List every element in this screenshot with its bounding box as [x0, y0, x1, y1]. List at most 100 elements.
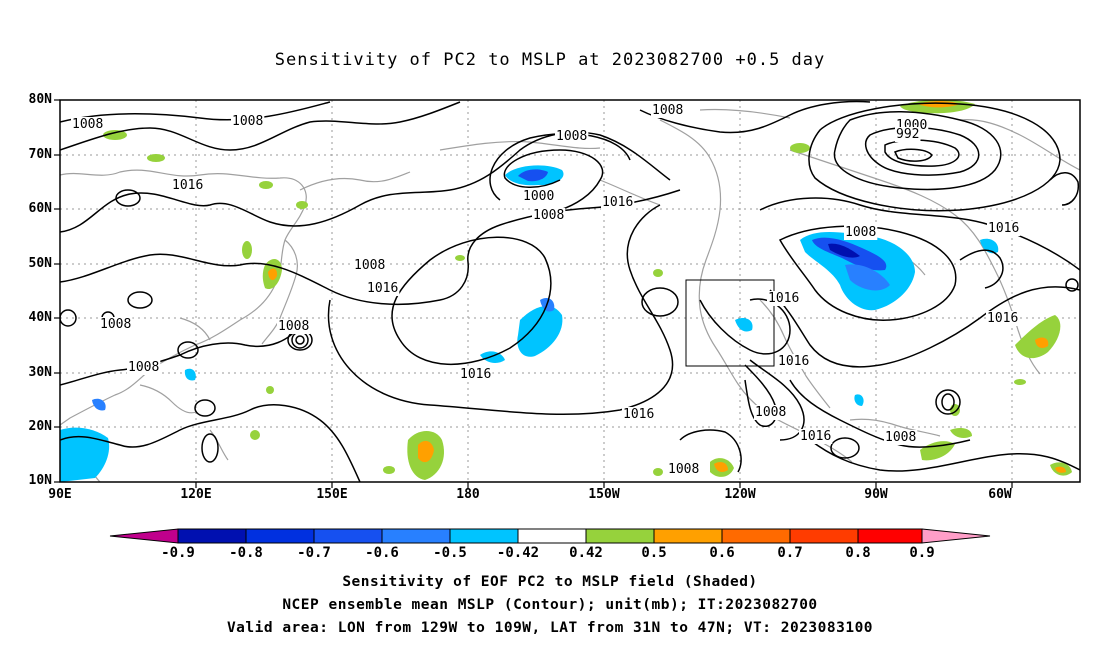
- lon-label: 60W: [988, 487, 1012, 502]
- colorbar-label: -0.42: [496, 545, 540, 561]
- lat-label: 50N: [28, 256, 52, 271]
- contour-label-background: [987, 221, 1021, 236]
- colorbar-swatch: [721, 528, 791, 544]
- colorbar-label: 0.8: [845, 545, 871, 561]
- lon-label: 120W: [724, 487, 756, 502]
- shade-negative: [735, 318, 753, 332]
- chart-title: Sensitivity of PC2 to MSLP at 2023082700…: [274, 50, 826, 70]
- colorbar-label: 0.5: [641, 545, 667, 561]
- colorbar-label: 0.7: [777, 545, 803, 561]
- contour-label-background: [127, 360, 161, 375]
- contour-label: 1008: [100, 317, 131, 332]
- shade-positive: [418, 440, 434, 463]
- contour-label-background: [601, 195, 635, 210]
- contour-label-background: [277, 319, 311, 334]
- contour-label: 1016: [367, 281, 398, 296]
- colorbar-swatch: [381, 528, 451, 544]
- shade-positive: [250, 430, 260, 440]
- contour-label-background: [231, 114, 265, 129]
- lat-label: 10N: [28, 473, 52, 488]
- shade-positive: [1014, 379, 1026, 385]
- lon-label: 120E: [180, 487, 212, 502]
- shade-positive: [242, 241, 252, 259]
- colorbar-label: 0.42: [569, 545, 603, 561]
- contour-label-background: [555, 129, 589, 144]
- contour-label: 1008: [755, 405, 786, 420]
- shade-positive: [653, 468, 663, 476]
- colorbar-swatch: [857, 528, 923, 544]
- contour-label: 1016: [602, 195, 633, 210]
- lat-label: 20N: [28, 419, 52, 434]
- contour-label-background: [667, 462, 701, 477]
- map-frame: [59, 99, 1081, 483]
- contour-label-background: [99, 317, 133, 332]
- colorbar-swatch: [449, 528, 519, 544]
- contour-label: 1016: [778, 354, 809, 369]
- contour-label: 1016: [623, 407, 654, 422]
- shade-positive: [296, 201, 308, 209]
- contour-label-background: [986, 311, 1020, 326]
- colorbar-swatch: [789, 528, 859, 544]
- contour-label-background: [767, 291, 801, 306]
- axis-ticks: [54, 99, 1013, 488]
- graticule: [60, 100, 1080, 482]
- colorbar-label: -0.9: [161, 545, 195, 561]
- caption-line-2: NCEP ensemble mean MSLP (Contour); unit(…: [282, 597, 818, 613]
- lat-label: 70N: [28, 147, 52, 162]
- contour-label: 1016: [988, 221, 1019, 236]
- shade-positive: [268, 268, 278, 281]
- contour-labels: 1008 1008 1016 1008 1008 1016 1008 1008 …: [71, 103, 1021, 477]
- contour-label: 1016: [987, 311, 1018, 326]
- shade-negative: [517, 305, 563, 357]
- contour-label-background: [799, 429, 833, 444]
- colorbar-label: 0.6: [709, 545, 735, 561]
- shade-negative: [854, 394, 864, 406]
- lon-label: 150W: [588, 487, 620, 502]
- contour-label-background: [522, 189, 556, 204]
- colorbar-label: -0.8: [229, 545, 263, 561]
- shade-positive: [1055, 466, 1066, 473]
- colorbar-swatch: [585, 528, 655, 544]
- colorbar-low-arrow: [109, 528, 179, 544]
- contour-label: 1008: [556, 129, 587, 144]
- contour-label-background: [622, 407, 656, 422]
- shade-positive: [259, 181, 273, 189]
- colorbar-swatch: [517, 528, 587, 544]
- contour-label-background: [71, 117, 105, 132]
- shade-negative: [518, 169, 548, 182]
- colorbar-swatch: [177, 528, 247, 544]
- contour-label-background: [366, 281, 400, 296]
- caption-line-1: Sensitivity of EOF PC2 to MSLP field (Sh…: [342, 574, 758, 590]
- shade-positive: [920, 441, 955, 461]
- contour-label: 1016: [460, 367, 491, 382]
- contour-label-background: [353, 258, 387, 273]
- colorbar-swatch: [653, 528, 723, 544]
- shade-positive: [653, 269, 663, 277]
- contour-label-background: [895, 127, 921, 142]
- lat-label: 60N: [28, 201, 52, 216]
- colorbar-label: -0.5: [433, 545, 467, 561]
- valid-area-box: [685, 279, 775, 367]
- colorbar-label: 0.9: [909, 545, 935, 561]
- contour-label: 1008: [128, 360, 159, 375]
- contour-label-background: [754, 405, 788, 420]
- contour-label: 1016: [800, 429, 831, 444]
- shade-positive: [950, 428, 972, 438]
- contour-label: 1008: [533, 208, 564, 223]
- lon-label: 90W: [864, 487, 888, 502]
- colorbar-swatch: [245, 528, 315, 544]
- colorbar-label: -0.7: [297, 545, 331, 561]
- colorbar-swatch: [313, 528, 383, 544]
- contour-label-background: [171, 178, 205, 193]
- shade-negative: [92, 398, 106, 411]
- shade-positive: [790, 143, 810, 153]
- caption-line-3: Valid area: LON from 129W to 109W, LAT f…: [226, 620, 874, 636]
- contour-label-background: [651, 103, 685, 118]
- map-background: [60, 100, 1080, 482]
- shade-negative: [184, 368, 196, 381]
- shade-negative: [845, 264, 890, 291]
- colorbar: [109, 528, 991, 544]
- lat-label: 30N: [28, 365, 52, 380]
- shade-negative: [980, 238, 999, 254]
